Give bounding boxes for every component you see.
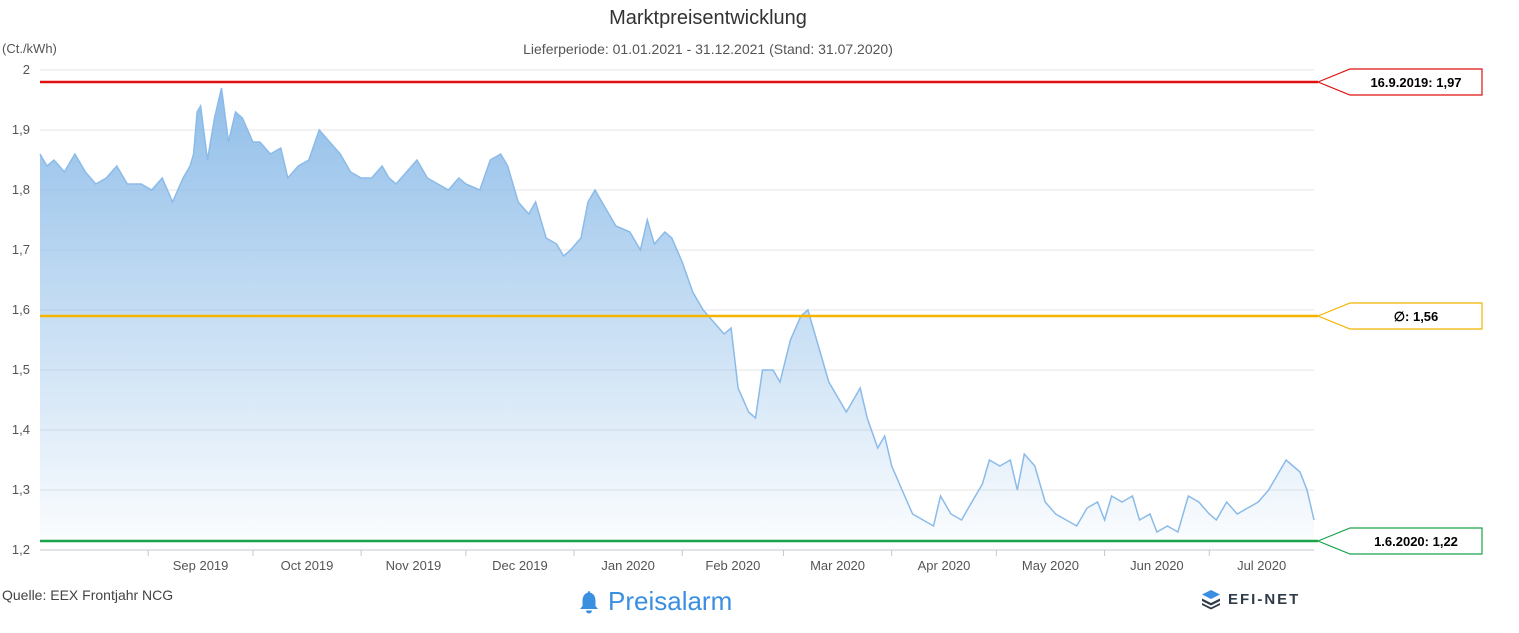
x-tick-label: Oct 2019 <box>281 558 334 573</box>
y-tick-label: 1,7 <box>12 242 30 257</box>
x-tick-label: Sep 2019 <box>173 558 229 573</box>
y-tick-label: 1,4 <box>12 422 30 437</box>
x-tick-label: Mar 2020 <box>810 558 865 573</box>
efi-net-logo: EFI-NET <box>1200 588 1300 610</box>
y-tick-label: 1,3 <box>12 482 30 497</box>
price-alarm-label: Preisalarm <box>608 586 733 616</box>
reference-callout <box>1316 527 1483 555</box>
x-tick-label: Feb 2020 <box>705 558 760 573</box>
y-axis-ticks: 2 1,9 1,8 1,7 1,6 1,5 1,4 1,3 1,2 <box>12 62 30 557</box>
y-tick-label: 2 <box>23 62 30 77</box>
y-axis-unit: (Ct./kWh) <box>2 41 57 56</box>
price-alarm-button[interactable]: Preisalarm <box>578 586 732 617</box>
reference-label: 1.6.2020: 1,22 <box>1374 534 1458 549</box>
price-chart: Marktpreisentwicklung Lieferperiode: 01.… <box>2 7 1483 573</box>
reference-label: 16.9.2019: 1,97 <box>1370 75 1461 90</box>
y-tick-label: 1,5 <box>12 362 30 377</box>
y-tick-label: 1,9 <box>12 122 30 137</box>
reference-lines: 16.9.2019: 1,97 ∅: 1,56 1.6.2020: 1,22 <box>40 68 1483 555</box>
y-tick-label: 1,6 <box>12 302 30 317</box>
logo-text: EFI-NET <box>1228 590 1301 608</box>
reference-label: ∅: 1,56 <box>1394 309 1439 324</box>
series-line <box>39 87 1315 534</box>
reference-callout <box>1316 302 1483 330</box>
chart-subtitle: Lieferperiode: 01.01.2021 - 31.12.2021 (… <box>523 41 893 57</box>
x-tick-label: Jul 2020 <box>1237 558 1286 573</box>
x-tick-label: Dec 2019 <box>492 558 548 573</box>
x-tick-label: Jun 2020 <box>1130 558 1184 573</box>
chart-title: Marktpreisentwicklung <box>609 7 807 29</box>
stacked-layers-icon <box>1202 590 1220 610</box>
series-area <box>40 88 1314 550</box>
y-tick-label: 1,8 <box>12 182 30 197</box>
source-note: Quelle: EEX Frontjahr NCG <box>2 587 174 603</box>
x-axis-ticks: Sep 2019 Oct 2019 Nov 2019 Dec 2019 Jan 2020… <box>147 550 1286 573</box>
x-tick-label: Nov 2019 <box>386 558 442 573</box>
x-tick-label: Jan 2020 <box>601 558 655 573</box>
x-tick-label: May 2020 <box>1022 558 1079 573</box>
bell-icon <box>580 590 598 613</box>
reference-callout <box>1316 68 1483 96</box>
x-tick-label: Apr 2020 <box>918 558 971 573</box>
y-tick-label: 1,2 <box>12 542 30 557</box>
